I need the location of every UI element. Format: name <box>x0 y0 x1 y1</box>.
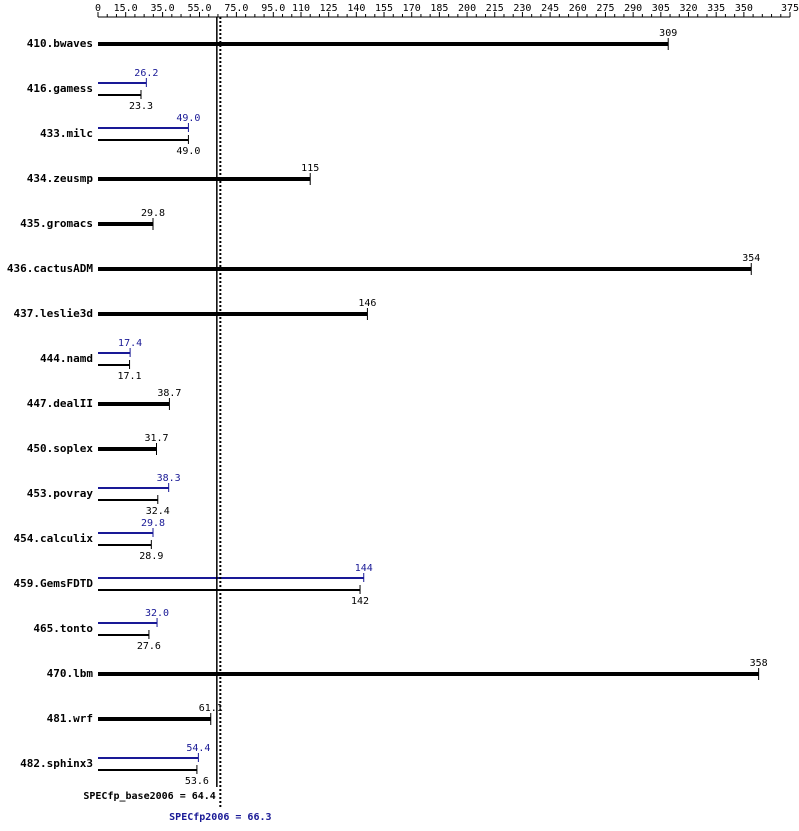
bar <box>98 769 197 771</box>
x-tick-label: 305 <box>652 3 670 14</box>
value-label: 31.7 <box>144 433 168 444</box>
value-label: 27.6 <box>137 641 161 652</box>
bar <box>98 222 153 226</box>
x-tick-label: 155 <box>375 3 393 14</box>
x-tick-label: 35.0 <box>151 3 175 14</box>
x-tick-label: 185 <box>430 3 448 14</box>
bar <box>98 717 211 721</box>
value-label: 144 <box>355 563 373 574</box>
category-label: 433.milc <box>40 127 93 140</box>
value-label: 26.2 <box>134 68 158 79</box>
bar <box>98 82 147 84</box>
bar <box>98 352 131 354</box>
category-label: 435.gromacs <box>20 217 93 230</box>
value-label: 17.4 <box>118 338 142 349</box>
x-tick-label: 290 <box>624 3 642 14</box>
bar <box>98 577 364 579</box>
bar <box>98 127 189 129</box>
value-label: 29.8 <box>141 208 165 219</box>
value-label: 146 <box>358 298 376 309</box>
value-label: 38.7 <box>157 388 181 399</box>
value-label: 32.4 <box>146 506 170 517</box>
bar <box>98 364 130 366</box>
value-label: 142 <box>351 596 369 607</box>
bar <box>98 267 752 271</box>
value-label: 28.9 <box>139 551 163 562</box>
bar <box>98 634 149 636</box>
x-tick-label: 320 <box>679 3 697 14</box>
bar <box>98 622 158 624</box>
bar <box>98 499 158 501</box>
category-label: 416.gamess <box>27 82 93 95</box>
value-label: 32.0 <box>145 608 169 619</box>
category-label: 450.soplex <box>27 442 94 455</box>
x-tick-label: 0 <box>95 3 101 14</box>
value-label: 354 <box>742 253 760 264</box>
bar <box>98 139 189 141</box>
bar <box>98 447 157 451</box>
category-label: 410.bwaves <box>27 37 93 50</box>
x-tick-label: 275 <box>596 3 614 14</box>
bar <box>98 312 368 316</box>
bar <box>98 94 141 96</box>
category-label: 454.calculix <box>14 532 94 545</box>
value-label: 53.6 <box>185 776 209 787</box>
category-label: 470.lbm <box>47 667 94 680</box>
bar <box>98 757 199 759</box>
x-tick-label: 95.0 <box>261 3 285 14</box>
category-label: 444.namd <box>40 352 93 365</box>
value-label: 49.0 <box>176 146 200 157</box>
x-tick-label: 170 <box>403 3 421 14</box>
bar <box>98 177 311 181</box>
x-tick-label: 245 <box>541 3 559 14</box>
bar <box>98 487 169 489</box>
x-tick-label: 75.0 <box>224 3 248 14</box>
category-label: 459.GemsFDTD <box>14 577 94 590</box>
value-label: 17.1 <box>118 371 142 382</box>
value-label: 309 <box>659 28 677 39</box>
value-label: 38.3 <box>157 473 181 484</box>
reference-label: SPECfp_base2006 = 64.4 <box>83 791 215 802</box>
x-tick-label: 230 <box>513 3 531 14</box>
category-label: 447.dealII <box>27 397 93 410</box>
category-label: 436.cactusADM <box>7 262 93 275</box>
category-label: 434.zeusmp <box>27 172 94 185</box>
x-tick-label: 375 <box>781 3 799 14</box>
category-label: 465.tonto <box>33 622 93 635</box>
category-label: 453.povray <box>27 487 94 500</box>
x-tick-label: 140 <box>347 3 365 14</box>
x-tick-label: 350 <box>735 3 753 14</box>
bar <box>98 402 170 406</box>
bar <box>98 544 152 546</box>
x-tick-label: 15.0 <box>114 3 138 14</box>
reference-label: SPECfp2006 = 66.3 <box>169 812 271 823</box>
value-label: 23.3 <box>129 101 153 112</box>
category-label: 437.leslie3d <box>14 307 93 320</box>
x-tick-label: 200 <box>458 3 476 14</box>
x-tick-label: 215 <box>486 3 504 14</box>
bar <box>98 589 361 591</box>
value-label: 54.4 <box>186 743 210 754</box>
x-tick-label: 110 <box>292 3 310 14</box>
bar <box>98 42 669 46</box>
value-label: 358 <box>750 658 768 669</box>
category-label: 482.sphinx3 <box>20 757 93 770</box>
x-tick-label: 335 <box>707 3 725 14</box>
x-tick-label: 260 <box>569 3 587 14</box>
x-tick-label: 125 <box>320 3 338 14</box>
value-label: 115 <box>301 163 319 174</box>
value-label: 61.1 <box>199 703 223 714</box>
bar <box>98 532 153 534</box>
value-label: 29.8 <box>141 518 165 529</box>
x-tick-label: 55.0 <box>187 3 211 14</box>
category-label: 481.wrf <box>47 712 93 725</box>
value-label: 49.0 <box>176 113 200 124</box>
bar <box>98 672 759 676</box>
